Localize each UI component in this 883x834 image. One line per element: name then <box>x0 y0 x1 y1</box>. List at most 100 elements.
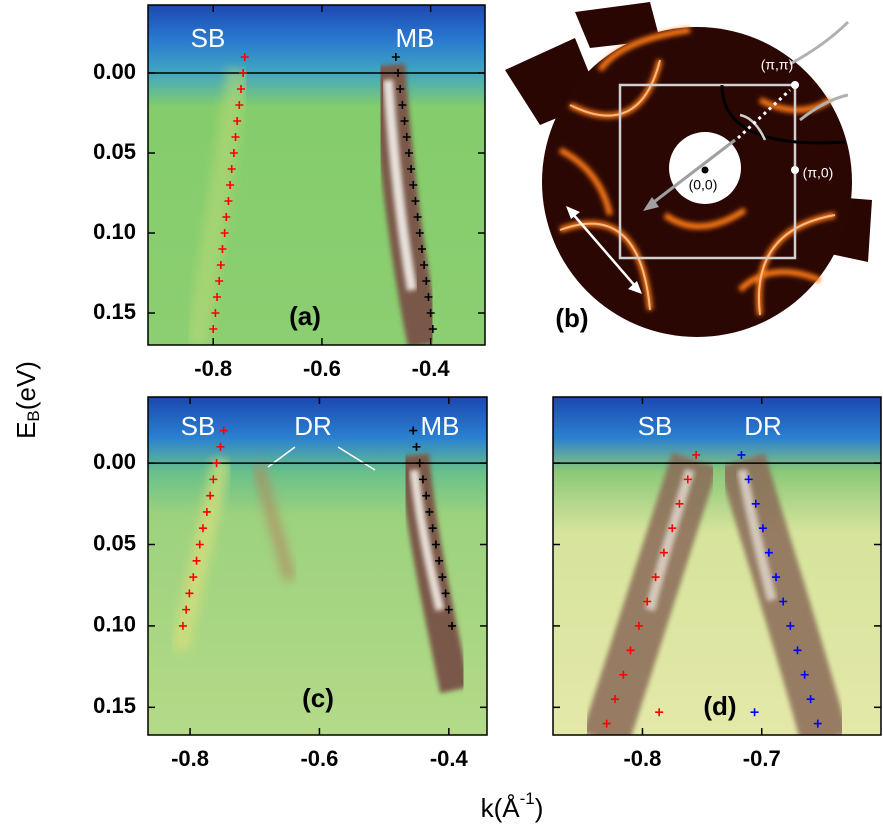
data-point <box>751 499 760 508</box>
data-point <box>444 605 453 614</box>
data-point <box>420 261 429 269</box>
data-point <box>425 507 434 516</box>
data-point <box>209 325 218 333</box>
data-point <box>764 548 773 557</box>
band-label: SB <box>181 411 216 441</box>
data-point <box>422 491 431 500</box>
data-point <box>222 213 231 221</box>
data-point <box>412 442 421 451</box>
data-point <box>626 646 635 655</box>
data-point <box>195 540 204 549</box>
x-axis-label-sup: -1 <box>520 789 535 808</box>
data-point <box>192 556 201 565</box>
data-point <box>692 450 701 459</box>
data-point <box>772 573 781 582</box>
y-tick-label: 0.00 <box>93 449 136 474</box>
data-point <box>435 556 444 565</box>
plot-frame <box>552 396 882 736</box>
double-arrow <box>571 212 637 288</box>
x-tick-label: -0.8 <box>171 746 209 771</box>
data-point <box>418 475 427 484</box>
data-point <box>441 589 450 598</box>
data-point <box>424 293 433 301</box>
x-tick-label: -0.8 <box>623 746 661 771</box>
data-point <box>806 695 815 704</box>
intensity-map-c <box>148 397 487 735</box>
data-point <box>233 117 242 125</box>
map-flap <box>575 2 660 48</box>
panel-label: (b) <box>555 303 588 333</box>
data-point <box>398 101 407 109</box>
data-point <box>428 524 437 533</box>
data-point <box>415 229 424 237</box>
arrowhead <box>643 197 659 211</box>
data-point <box>404 149 413 157</box>
data-point <box>683 475 692 484</box>
data-point <box>813 719 822 728</box>
data-point <box>619 670 628 679</box>
data-point <box>211 309 220 317</box>
arrowhead <box>566 206 580 219</box>
data-point <box>215 277 224 285</box>
data-point <box>411 197 420 205</box>
data-point <box>786 621 795 630</box>
data-point <box>428 325 437 333</box>
annotation: DR <box>294 411 332 441</box>
data-point <box>758 524 767 533</box>
x-tick-label: -0.6 <box>303 356 341 381</box>
data-point <box>643 597 652 606</box>
data-point <box>235 101 244 109</box>
arrowhead <box>628 281 642 294</box>
data-point <box>402 133 411 141</box>
y-tick-label: 0.05 <box>93 530 136 555</box>
data-point <box>231 133 240 141</box>
fermi-surface-map <box>505 2 872 337</box>
y-axis-label: EB(eV) <box>11 361 44 439</box>
data-point <box>209 475 218 484</box>
data-point <box>800 670 809 679</box>
data-point <box>407 165 416 173</box>
x-axis-label-end: ) <box>535 793 544 823</box>
y-tick-label: 0.10 <box>93 612 136 637</box>
intensity-map-a <box>148 5 485 345</box>
data-point <box>750 708 759 717</box>
data-point <box>611 695 620 704</box>
zone-arc <box>799 93 849 122</box>
panel-label: (d) <box>703 691 736 721</box>
data-point <box>189 573 198 582</box>
data-point <box>422 277 431 285</box>
data-point <box>178 621 187 630</box>
data-point <box>744 475 753 484</box>
symmetry-label: (0,0) <box>689 177 718 193</box>
data-point <box>409 181 418 189</box>
band-mb-core <box>383 79 417 291</box>
data-point <box>239 69 248 77</box>
data-point <box>198 524 207 533</box>
x-tick-label: -0.8 <box>194 356 232 381</box>
y-axis-label-main: E <box>11 422 41 439</box>
data-point <box>220 229 229 237</box>
panel-label: (a) <box>289 301 321 331</box>
data-point <box>216 442 225 451</box>
data-point <box>400 117 409 125</box>
data-point <box>240 53 249 61</box>
data-point <box>779 597 788 606</box>
data-point <box>634 621 643 630</box>
data-point <box>236 85 245 93</box>
intensity-map-d <box>553 397 881 735</box>
band-label: SB <box>638 411 673 441</box>
data-point <box>668 524 677 533</box>
data-point <box>216 261 225 269</box>
data-point <box>227 165 236 173</box>
fermi-contours-core <box>559 59 836 316</box>
data-point <box>394 69 403 77</box>
y-tick-label: 0.05 <box>93 139 136 164</box>
plot-frame <box>147 396 488 736</box>
x-tick-label: -0.6 <box>300 746 338 771</box>
data-point <box>226 181 235 189</box>
panel-label: (c) <box>302 683 334 713</box>
data-point <box>655 708 664 717</box>
data-point <box>185 589 194 598</box>
symmetry-label: (π,0) <box>803 165 834 181</box>
